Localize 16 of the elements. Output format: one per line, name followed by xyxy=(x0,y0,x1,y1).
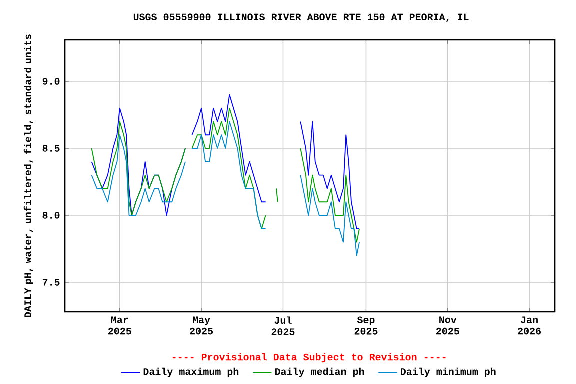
x-tick-label: Jan 2026 xyxy=(518,316,541,335)
x-tick-label: Sep 2025 xyxy=(354,316,378,335)
x-tick-label: Nov 2025 xyxy=(436,316,460,335)
y-tick-label: 8.5 xyxy=(42,145,60,152)
x-tick-label: Mar 2025 xyxy=(108,316,132,335)
y-tick-label: 8.0 xyxy=(42,212,60,219)
y-axis-title: DAILY pH, water, unfiltered, field, standard units xyxy=(24,34,34,318)
text: ---- Provisional Data Subject to Revision ---- xyxy=(172,353,446,363)
x-tick-label: May 2025 xyxy=(190,316,214,335)
legend-label: Daily minimum ph xyxy=(401,368,496,378)
y-tick-label: 7.5 xyxy=(42,279,60,286)
legend-label: Daily median ph xyxy=(275,368,364,378)
legend-label: Daily maximum ph xyxy=(144,368,239,378)
x-tick-label: Jul 2025 xyxy=(272,316,295,336)
y-tick-label: 9.0 xyxy=(42,78,60,85)
chart-title: USGS 05559900 ILLINOIS RIVER ABOVE RTE 150 AT PEORIA, IL xyxy=(134,14,469,22)
